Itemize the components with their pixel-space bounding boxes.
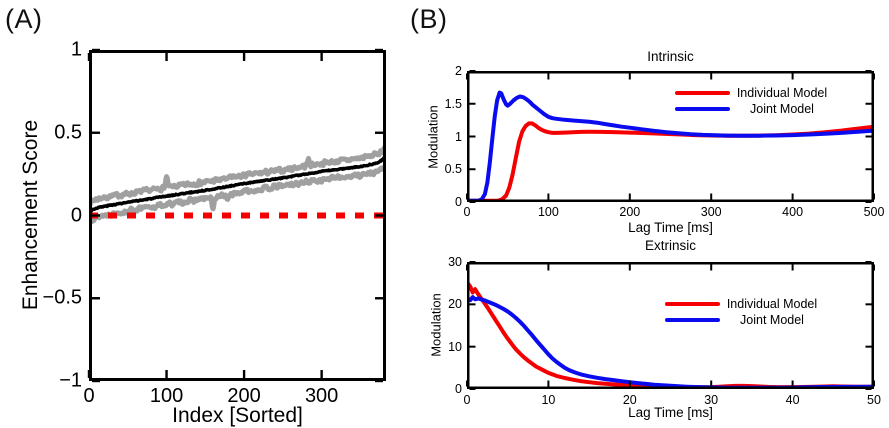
x-tick-label: 0 bbox=[463, 393, 471, 407]
extrinsic-plot-area bbox=[466, 261, 875, 390]
axes-box bbox=[89, 50, 386, 381]
y-tick-label: 30 bbox=[448, 255, 462, 269]
x-tick-label: 300 bbox=[304, 385, 339, 407]
y-tick-label: 0.5 bbox=[54, 121, 82, 144]
y-tick-label: 10 bbox=[448, 339, 462, 354]
y-tick-label: 1 bbox=[455, 129, 462, 144]
legend-label: Joint Model bbox=[740, 313, 804, 327]
intrinsic-chart: Intrinsic Modulation Lag Time [ms] Indiv… bbox=[426, 49, 885, 235]
x-axis-label: Lag Time [ms] bbox=[628, 220, 713, 235]
legend-label: Joint Model bbox=[750, 102, 814, 116]
x-tick-label: 500 bbox=[863, 205, 885, 219]
x-tick-label: 100 bbox=[149, 385, 184, 407]
y-tick-label: 1.5 bbox=[444, 96, 462, 111]
panel-b-label: (B) bbox=[410, 4, 448, 34]
legend-line-individual-model-icon bbox=[665, 302, 720, 306]
y-tick-label: 0 bbox=[455, 195, 462, 209]
legend-item-joint-model: Joint Model bbox=[675, 102, 830, 116]
y-tick-label: −0.5 bbox=[42, 286, 82, 309]
series-joint-model bbox=[467, 90, 874, 202]
y-axis-label: Modulation bbox=[425, 105, 441, 169]
x-tick-label: 200 bbox=[619, 205, 641, 219]
extrinsic-chart: Extrinsic Modulation Lag Time [ms] Indiv… bbox=[429, 238, 881, 420]
x-tick-label: 400 bbox=[782, 205, 804, 219]
intrinsic-plot-area bbox=[466, 70, 875, 203]
series-mean bbox=[89, 151, 386, 215]
series-lower-band bbox=[89, 158, 386, 225]
legend-item-joint-model: Joint Model bbox=[665, 313, 820, 327]
legend-line-joint-model-icon bbox=[665, 318, 720, 322]
enhancement-score-chart: Enhancement Score Index [Sorted] 0 100 200… bbox=[19, 39, 386, 427]
y-tick-label: 1 bbox=[70, 38, 82, 61]
y-tick-label: 20 bbox=[448, 297, 462, 312]
y-tick-label: 2 bbox=[455, 64, 462, 78]
legend-label: Individual Model bbox=[726, 297, 818, 311]
x-tick-label: 10 bbox=[541, 393, 556, 407]
x-tick-label: 300 bbox=[700, 205, 722, 219]
legend-line-joint-model-icon bbox=[675, 107, 730, 111]
x-tick-label: 0 bbox=[463, 205, 471, 219]
x-tick-label: 40 bbox=[785, 393, 800, 407]
chart-title: Extrinsic bbox=[644, 238, 696, 253]
series-group bbox=[467, 90, 874, 202]
y-axis-label: Enhancement Score bbox=[19, 119, 42, 311]
x-tick-label: 50 bbox=[867, 393, 881, 407]
panel-a-label: (A) bbox=[5, 4, 43, 34]
legend: Individual Model Joint Model bbox=[675, 86, 830, 116]
x-tick-label: 30 bbox=[704, 393, 719, 407]
y-axis-label: Modulation bbox=[428, 293, 444, 357]
legend-item-individual-model: Individual Model bbox=[665, 297, 820, 311]
y-tick-label: 0 bbox=[70, 204, 82, 226]
legend-label: Individual Model bbox=[736, 86, 828, 100]
x-tick-label: 100 bbox=[537, 205, 559, 219]
series-group bbox=[89, 140, 386, 225]
x-tick-label: 0 bbox=[83, 385, 95, 407]
x-axis-label: Index [Sorted] bbox=[172, 404, 303, 427]
series-upper-band bbox=[89, 140, 386, 209]
y-tick-label: −1 bbox=[59, 369, 82, 392]
legend-line-individual-model-icon bbox=[675, 91, 730, 95]
legend-item-individual-model: Individual Model bbox=[675, 86, 830, 100]
enhancement-score-plot-area bbox=[87, 48, 386, 383]
x-axis-label: Lag Time [ms] bbox=[628, 405, 713, 420]
legend: Individual Model Joint Model bbox=[665, 297, 820, 327]
axes-box bbox=[467, 262, 874, 389]
axes-box bbox=[467, 71, 874, 202]
x-tick-label: 20 bbox=[622, 393, 637, 407]
y-tick-label: 0 bbox=[455, 382, 462, 396]
x-tick-label: 200 bbox=[227, 385, 261, 407]
chart-title: Intrinsic bbox=[647, 49, 694, 64]
y-tick-label: 0.5 bbox=[444, 162, 462, 177]
